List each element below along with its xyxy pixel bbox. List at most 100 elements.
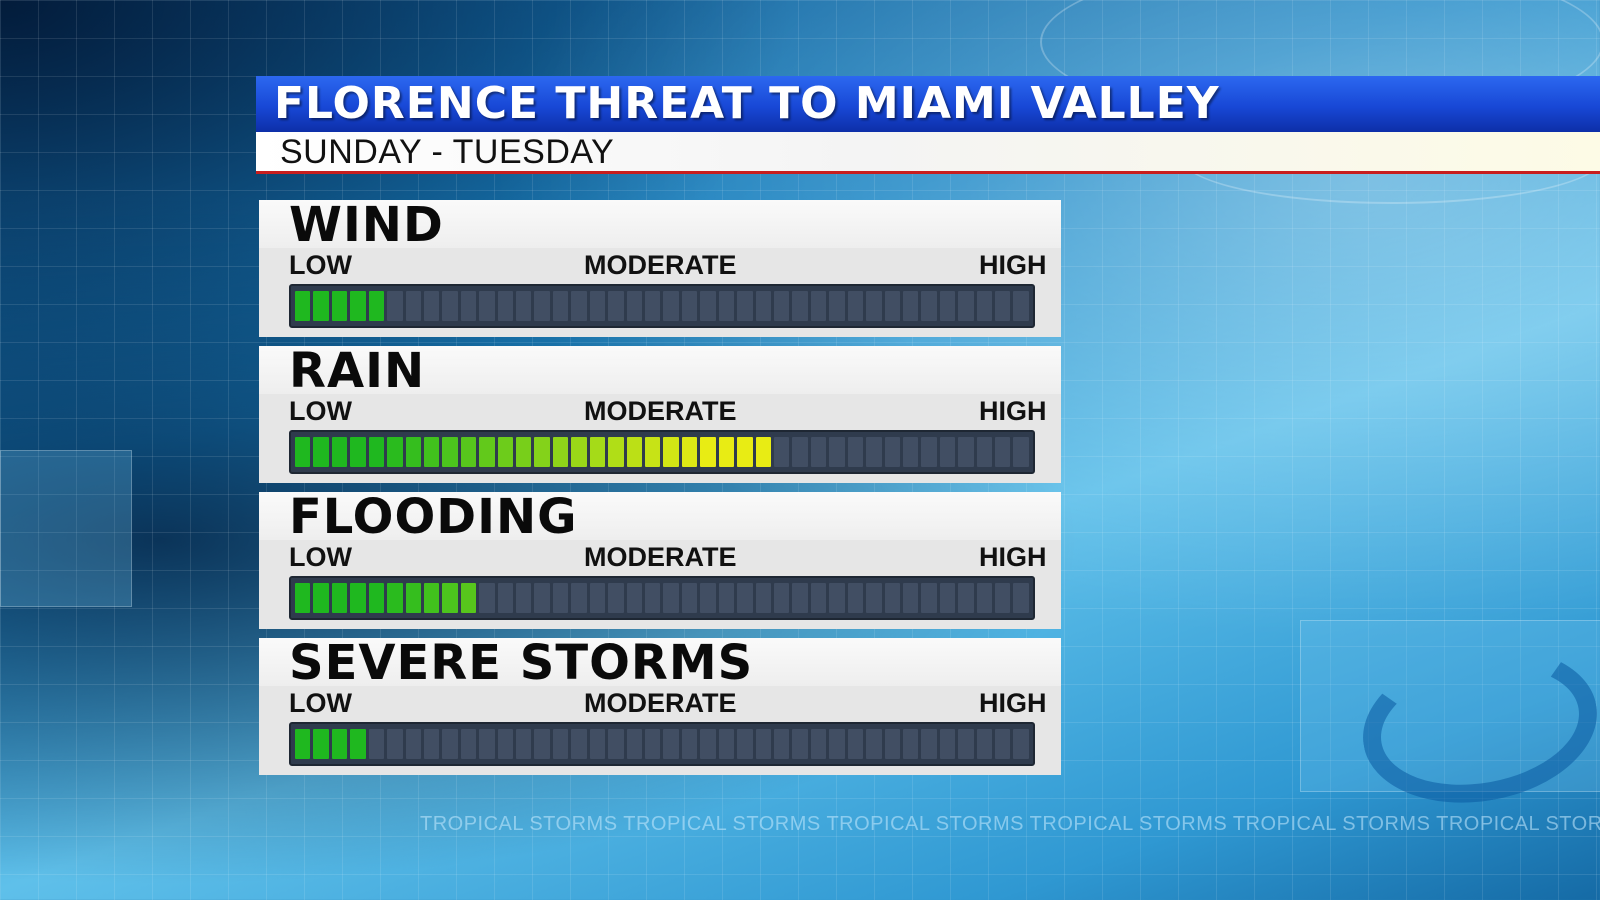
meter-segment-empty (571, 583, 587, 613)
page-title: FLORENCE THREAT TO MIAMI VALLEY (274, 78, 1220, 129)
meter-segment-empty (663, 729, 679, 759)
meter-segment-empty (497, 583, 514, 613)
meter-segment-empty (1013, 729, 1029, 759)
meter-segment-empty (497, 291, 514, 321)
meter-segment-lit (681, 437, 698, 467)
meter-segment-empty (976, 729, 993, 759)
meter-segment-empty (792, 437, 808, 467)
meter-segment-empty (921, 291, 937, 321)
meter-segment-empty (884, 291, 900, 321)
meter-segment-empty (866, 729, 882, 759)
scale-moderate-label: MODERATE (584, 542, 737, 572)
meter-segment-empty (958, 437, 974, 467)
scale-low-label: LOW (289, 396, 352, 426)
meter-segment-empty (847, 291, 864, 321)
meter-segment-empty (645, 291, 661, 321)
meter-segment-empty (810, 437, 827, 467)
meter-segment-empty (773, 583, 790, 613)
meter-segment-empty (810, 729, 827, 759)
meter-segment-lit (331, 729, 348, 759)
scale-low-label: LOW (289, 250, 352, 280)
meter-segment-empty (552, 291, 569, 321)
meter-segment-lit (313, 437, 329, 467)
scale-moderate-label: MODERATE (584, 396, 737, 426)
meter-segment-lit (589, 437, 606, 467)
meter-segment-empty (939, 437, 956, 467)
meter-segment-lit (368, 583, 385, 613)
meter-segment-lit (313, 729, 329, 759)
meter-segment-empty (958, 729, 974, 759)
meter-segment-empty (626, 729, 643, 759)
meter-segment-lit (663, 437, 679, 467)
meter-segment-lit (405, 583, 421, 613)
meter-segment-lit (571, 437, 587, 467)
meter-segment-lit (295, 729, 311, 759)
ticker-text: TROPICAL STORMS TROPICAL STORMS TROPICAL… (420, 813, 1600, 835)
meter-segment-empty (737, 583, 753, 613)
meter-segment-empty (884, 729, 900, 759)
meter-segment-lit (368, 437, 385, 467)
meter-segment-lit (534, 437, 550, 467)
meter-segment-empty (387, 729, 403, 759)
meter-segment-empty (681, 583, 698, 613)
threat-meter (289, 576, 1035, 620)
meter-segment-empty (626, 583, 643, 613)
meter-segment-empty (626, 291, 643, 321)
threat-meter (289, 722, 1035, 766)
threat-name: FLOODING (289, 489, 578, 545)
meter-segment-empty (479, 583, 495, 613)
threat-meter (289, 430, 1035, 474)
meter-segment-empty (423, 729, 440, 759)
meter-segment-empty (516, 291, 532, 321)
meter-segment-empty (902, 291, 919, 321)
meter-segment-empty (847, 583, 864, 613)
meter-segment-empty (810, 583, 827, 613)
meter-segment-lit (460, 437, 477, 467)
scale-low-label: LOW (289, 688, 352, 718)
meter-segment-empty (755, 583, 771, 613)
meter-segment-empty (681, 729, 698, 759)
meter-segment-empty (866, 437, 882, 467)
meter-segment-empty (645, 729, 661, 759)
meter-segment-empty (681, 291, 698, 321)
meter-segment-lit (350, 729, 366, 759)
scale-high-label: HIGH (979, 396, 1047, 426)
meter-segment-empty (663, 583, 679, 613)
meter-segment-empty (608, 583, 624, 613)
meter-segment-empty (718, 291, 735, 321)
meter-segment-empty (479, 729, 495, 759)
meter-segment-empty (939, 291, 956, 321)
meter-segment-lit (479, 437, 495, 467)
meter-segment-lit (552, 437, 569, 467)
meter-segment-lit (295, 437, 311, 467)
meter-segment-lit (331, 291, 348, 321)
meter-segment-empty (884, 437, 900, 467)
meter-segment-empty (460, 729, 477, 759)
meter-segment-lit (718, 437, 735, 467)
meter-segment-empty (773, 729, 790, 759)
meter-segment-empty (773, 437, 790, 467)
meter-segment-empty (921, 583, 937, 613)
meter-segment-empty (810, 291, 827, 321)
meter-segment-empty (571, 729, 587, 759)
threat-meter (289, 284, 1035, 328)
meter-segment-empty (866, 583, 882, 613)
meter-segment-lit (497, 437, 514, 467)
background-square (1300, 620, 1600, 792)
meter-segment-lit (387, 583, 403, 613)
threat-panel-wind: WIND LOW MODERATE HIGH (259, 198, 1061, 337)
meter-segment-empty (1013, 583, 1029, 613)
meter-segment-empty (792, 729, 808, 759)
scale-low-label: LOW (289, 542, 352, 572)
meter-segment-empty (460, 291, 477, 321)
date-range: SUNDAY - TUESDAY (280, 133, 615, 171)
meter-segment-empty (479, 291, 495, 321)
meter-segment-empty (755, 291, 771, 321)
meter-segment-empty (1013, 291, 1029, 321)
meter-segment-lit (405, 437, 421, 467)
meter-segment-empty (423, 291, 440, 321)
meter-segment-empty (368, 729, 385, 759)
meter-segment-empty (516, 583, 532, 613)
meter-segment-lit (313, 583, 329, 613)
meter-segment-empty (552, 583, 569, 613)
